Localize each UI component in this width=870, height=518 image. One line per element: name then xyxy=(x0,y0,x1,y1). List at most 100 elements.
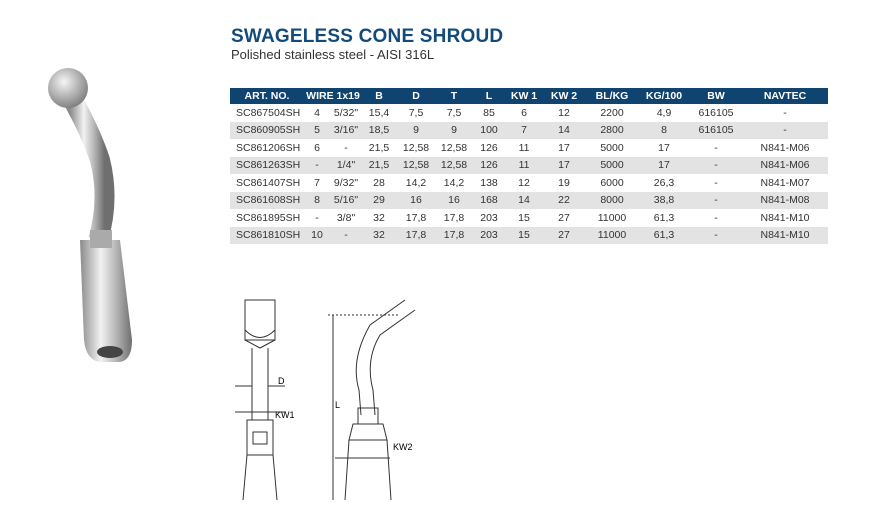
table-cell: 15 xyxy=(506,226,543,244)
table-row: SC861810SH 10-32 17,8 17,8 203 15 27 11000 61,3-… xyxy=(230,226,829,244)
table-cell: 5 xyxy=(304,121,330,139)
table-cell: 12 xyxy=(558,106,570,119)
specification-table: ART. NO. WIRE 1x19 B D T L KW 1 KW 2 BL/KG KG/100… xyxy=(230,88,829,244)
table-cell: 11 xyxy=(518,141,530,154)
table-cell: 11 xyxy=(506,156,543,174)
dimension-label-d: D xyxy=(278,376,285,386)
table-cell: 6000 xyxy=(600,176,624,189)
table-cell: 61,3 xyxy=(653,211,675,224)
table-cell: N841-M10 xyxy=(760,211,810,224)
table-cell: - xyxy=(304,156,330,174)
column-header: KW 2 xyxy=(542,88,587,104)
table-cell: 17,8 xyxy=(396,226,437,244)
table-row: SC861206SH 6 - 21,5 12,58 12,58 126 11 17 5000 17 -… xyxy=(230,139,828,157)
page-subtitle: Polished stainless steel - AISI 316L xyxy=(231,47,435,62)
table-cell: SC861206SH xyxy=(236,141,301,154)
table-row: SC861263SH -1/4" 21,5 12,58 12,58 126 11 17 5000… xyxy=(230,156,829,174)
table-cell: SC861263SH xyxy=(230,156,304,174)
table-cell: 14,2 xyxy=(405,176,427,189)
table-cell: 7 xyxy=(506,121,543,139)
column-header: BW xyxy=(690,88,743,104)
table-cell: 6 xyxy=(314,141,320,154)
table-cell: SC861895SH xyxy=(236,211,301,224)
table-cell: 168 xyxy=(472,191,507,209)
table-cell: - xyxy=(714,176,718,189)
table-cell: 21,5 xyxy=(368,141,390,154)
table-cell: - xyxy=(344,141,348,154)
table-cell: 11000 xyxy=(597,211,627,224)
table-cell: SC861810SH xyxy=(230,226,304,244)
table-cell: 4 xyxy=(314,106,320,119)
table-cell: 203 xyxy=(480,211,498,224)
table-cell: 616105 xyxy=(698,106,734,119)
table-cell: 17,8 xyxy=(443,211,465,224)
table-row: SC861895SH - 3/8" 32 17,8 17,8 203 15 27 11000 61,… xyxy=(230,209,828,227)
table-cell: - xyxy=(714,211,718,224)
table-cell: 27 xyxy=(558,211,570,224)
table-cell: 7 xyxy=(314,176,320,189)
page-title: SWAGELESS CONE SHROUD xyxy=(231,26,504,47)
table-cell: 38,8 xyxy=(638,191,691,209)
column-header: L xyxy=(472,88,507,104)
table-cell: 2200 xyxy=(600,106,624,119)
table-cell: 616105 xyxy=(690,121,743,139)
table-cell: 5/32" xyxy=(333,106,359,119)
table-cell: - xyxy=(742,121,829,139)
column-header: B xyxy=(362,88,397,104)
table-cell: SC860905SH xyxy=(230,121,304,139)
table-cell: 5000 xyxy=(600,141,624,154)
table-row: SC860905SH 5 3/16" 18,5 9 9 100 7 14 2800 8 616105- xyxy=(230,121,829,139)
table-cell: 9/32" xyxy=(333,176,359,189)
table-cell: N841-M06 xyxy=(760,141,810,154)
table-cell: 3/16" xyxy=(330,121,363,139)
table-cell: N841-M06 xyxy=(742,156,829,174)
table-cell: 9 xyxy=(396,121,437,139)
table-cell: 126 xyxy=(480,141,498,154)
table-cell: 27 xyxy=(542,226,587,244)
table-cell: 15 xyxy=(518,211,530,224)
table-cell: 203 xyxy=(472,226,507,244)
table-cell: 32 xyxy=(362,226,397,244)
column-header: ART. NO. xyxy=(230,88,304,104)
table-cell: 6 xyxy=(521,106,527,119)
table-cell: 3/8" xyxy=(336,211,356,224)
table-cell: 8000 xyxy=(586,191,639,209)
table-cell: 17 xyxy=(542,156,587,174)
table-cell: - xyxy=(690,191,743,209)
table-cell: 7,5 xyxy=(408,106,424,119)
table-cell: 7,5 xyxy=(446,106,462,119)
table-cell: 16 xyxy=(436,191,473,209)
column-header: WIRE 1x19 xyxy=(304,88,363,104)
table-cell: 85 xyxy=(483,106,495,119)
table-cell: SC867504SH xyxy=(236,106,301,119)
table-cell: 17 xyxy=(558,141,570,154)
table-cell: 17,8 xyxy=(436,226,473,244)
table-cell: 126 xyxy=(472,156,507,174)
table-cell: - xyxy=(714,141,718,154)
table-cell: SC861608SH xyxy=(230,191,304,209)
table-cell: 18,5 xyxy=(362,121,397,139)
dimension-label-kw1: KW1 xyxy=(275,410,295,420)
table-cell: 12,58 xyxy=(436,156,473,174)
table-cell: 14,2 xyxy=(443,176,465,189)
table-cell: 14 xyxy=(506,191,543,209)
table-row: SC861407SH 7 9/32" 28 14,2 14,2 138 12 19 6000 26,… xyxy=(230,174,828,192)
table-cell: 32 xyxy=(373,211,385,224)
column-header: BL/KG xyxy=(586,88,639,104)
table-cell: 26,3 xyxy=(653,176,675,189)
table-cell: 5000 xyxy=(586,156,639,174)
table-cell: - xyxy=(690,226,743,244)
column-header: D xyxy=(396,88,437,104)
table-cell: 12,58 xyxy=(402,141,430,154)
table-cell: - xyxy=(783,106,787,119)
table-cell: 9 xyxy=(436,121,473,139)
technical-drawing xyxy=(235,299,416,501)
table-cell: 19 xyxy=(558,176,570,189)
table-cell: 14 xyxy=(542,121,587,139)
table-cell: SC861407SH xyxy=(236,176,301,189)
table-cell: 4,9 xyxy=(656,106,672,119)
table-row: SC867504SH 4 5/32" 15,4 7,5 7,5 85 6 12 2200 4,9 61… xyxy=(230,104,828,122)
column-header: KW 1 xyxy=(506,88,543,104)
table-cell: 8 xyxy=(638,121,691,139)
table-cell: 29 xyxy=(362,191,397,209)
